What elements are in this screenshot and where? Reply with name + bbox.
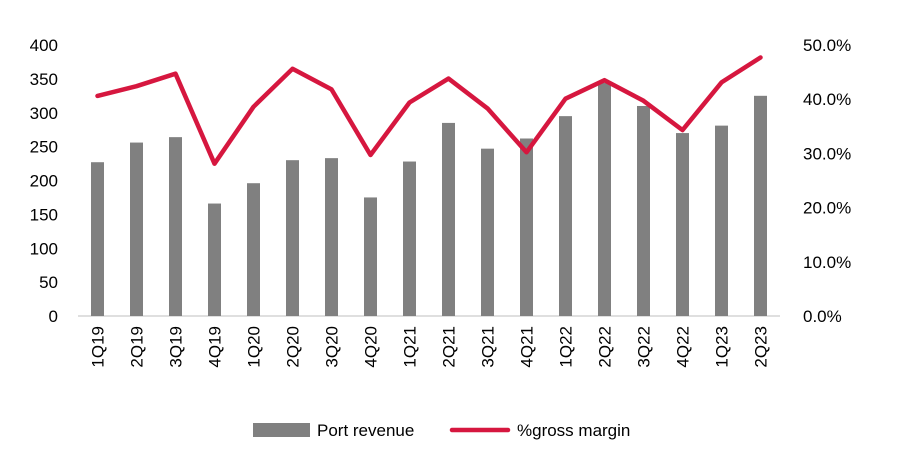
bar-port-revenue (208, 203, 221, 316)
category-labels: 1Q19 2Q19 3Q19 4Q19 1Q20 2Q20 3Q20 4Q20 1Q21 2Q21… (89, 326, 771, 368)
legend: Port revenue %gross margin (253, 421, 630, 440)
category-label: 4Q20 (362, 326, 381, 368)
bar-port-revenue (676, 133, 689, 316)
right-tick-label: 0.0% (803, 307, 842, 326)
category-label: 4Q21 (518, 326, 537, 368)
category-label: 2Q23 (752, 326, 771, 368)
legend-swatch-port-revenue (253, 423, 310, 437)
bar-port-revenue (481, 148, 494, 316)
bar-port-revenue (325, 158, 338, 316)
left-tick-label: 200 (30, 172, 58, 191)
category-label: 2Q20 (284, 326, 303, 368)
left-tick-label: 150 (30, 205, 58, 224)
category-label: 3Q22 (635, 326, 654, 368)
legend-label-port-revenue: Port revenue (317, 421, 414, 440)
left-tick-label: 100 (30, 239, 58, 258)
right-tick-label: 40.0% (803, 90, 851, 109)
right-axis-ticks: 0.0% 10.0% 20.0% 30.0% 40.0% 50.0% (803, 36, 851, 326)
category-label: 4Q19 (206, 326, 225, 368)
category-label: 1Q20 (245, 326, 264, 368)
category-label: 1Q21 (401, 326, 420, 368)
right-tick-label: 20.0% (803, 199, 851, 218)
bar-port-revenue (364, 197, 377, 316)
left-tick-label: 350 (30, 70, 58, 89)
right-tick-label: 50.0% (803, 36, 851, 55)
category-label: 3Q19 (167, 326, 186, 368)
category-label: 2Q19 (128, 326, 147, 368)
bar-port-revenue (559, 116, 572, 316)
category-label: 2Q21 (440, 326, 459, 368)
bar-port-revenue (169, 137, 182, 316)
bar-series (91, 82, 767, 316)
right-tick-label: 30.0% (803, 144, 851, 163)
bar-port-revenue (403, 161, 416, 316)
bar-port-revenue (442, 122, 455, 316)
category-label: 3Q20 (323, 326, 342, 368)
bar-port-revenue (130, 142, 143, 316)
category-label: 1Q22 (557, 326, 576, 368)
legend-label-gross-margin: %gross margin (517, 421, 630, 440)
left-tick-label: 0 (49, 307, 58, 326)
category-label: 1Q19 (89, 326, 108, 368)
line-gross-margin (95, 55, 763, 166)
bar-port-revenue (247, 183, 260, 316)
bar-port-revenue (715, 125, 728, 316)
category-label: 1Q23 (713, 326, 732, 368)
category-label: 2Q22 (596, 326, 615, 368)
left-tick-label: 400 (30, 36, 58, 55)
left-axis-ticks: 0 50 100 150 200 250 300 350 400 (30, 36, 58, 326)
bar-port-revenue (91, 162, 104, 316)
left-tick-label: 250 (30, 138, 58, 157)
right-tick-label: 10.0% (803, 253, 851, 272)
left-tick-label: 50 (39, 273, 58, 292)
left-tick-label: 300 (30, 104, 58, 123)
bar-port-revenue (754, 95, 767, 316)
bar-port-revenue (520, 138, 533, 316)
bar-port-revenue (286, 160, 299, 316)
bar-port-revenue (598, 82, 611, 316)
bar-port-revenue (637, 105, 650, 316)
category-label: 4Q22 (674, 326, 693, 368)
category-label: 3Q21 (479, 326, 498, 368)
line-series (95, 55, 763, 166)
